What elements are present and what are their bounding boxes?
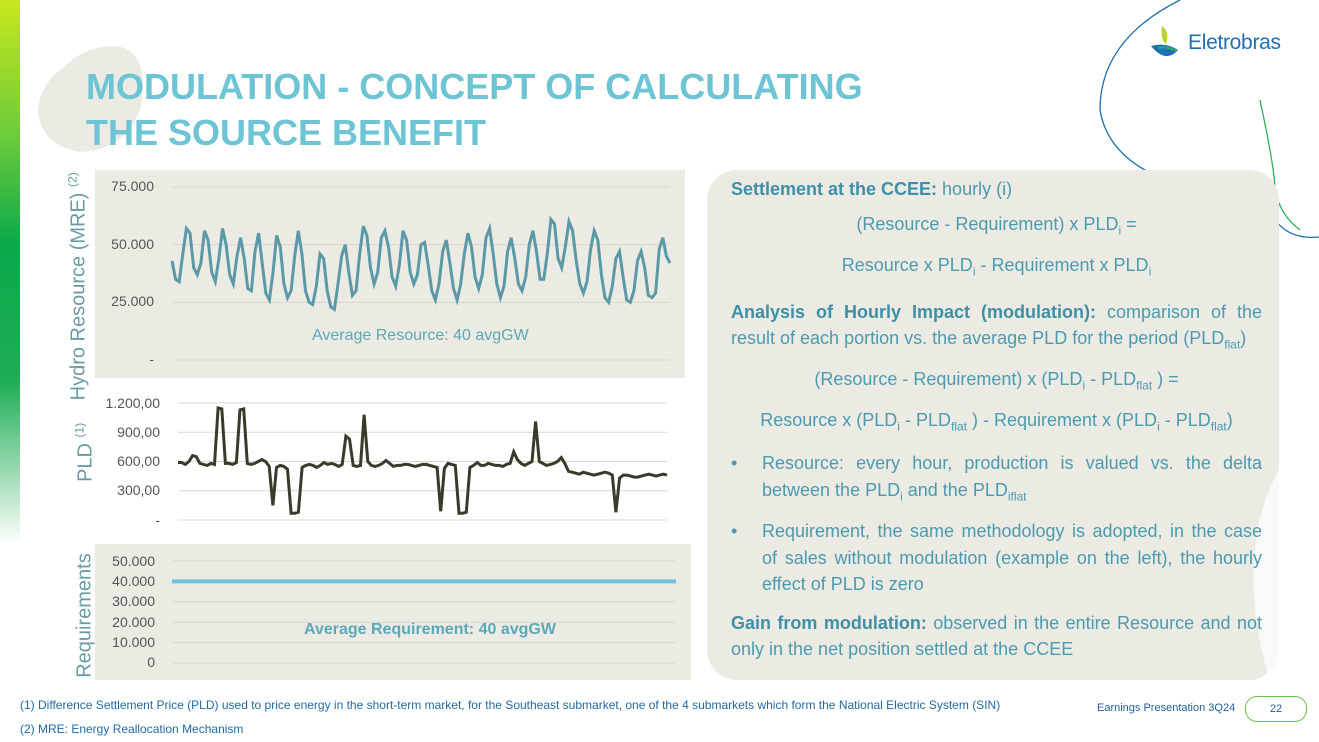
pld-tick: - (155, 512, 160, 528)
title-line-1: MODULATION - CONCEPT OF CALCULATING (86, 66, 863, 107)
decorative-arc (1253, 452, 1300, 674)
requirements-tick: 30.000 (112, 593, 155, 609)
requirements-tick: 10.000 (112, 634, 155, 650)
eletrobras-logo: Eletrobras (1148, 24, 1281, 62)
page-number: 22 (1245, 696, 1307, 722)
pld-tick: 300,00 (117, 482, 160, 498)
bullet-resource: Resource: every hour, production is valu… (731, 450, 1262, 510)
title-line-2: THE SOURCE BENEFIT (86, 112, 487, 153)
logo-text: Eletrobras (1188, 31, 1281, 54)
left-accent-bar (0, 0, 20, 545)
equation-4: Resource x (PLDi - PLDflat ) - Requireme… (760, 410, 1233, 434)
bullet-list: Resource: every hour, production is valu… (731, 450, 1262, 597)
bullet-requirement: Requirement, the same methodology is ado… (731, 518, 1262, 598)
slide-title: MODULATION - CONCEPT OF CALCULATING THE … (86, 64, 863, 156)
requirements-tick: 0 (147, 654, 155, 670)
equation-3: (Resource - Requirement) x (PLDi - PLDfl… (814, 369, 1179, 393)
gain-paragraph: Gain from modulation: observed in the en… (731, 612, 1262, 660)
pld-series-line (178, 405, 668, 515)
hydro-tick: 50.000 (111, 236, 154, 252)
leaf-logo-icon (1151, 26, 1178, 57)
requirements-chart-panel (95, 544, 691, 680)
settlement-paragraph: Settlement at the CCEE: hourly (i) (731, 179, 1013, 199)
requirements-tick: 50.000 (112, 553, 155, 569)
analysis-paragraph: Analysis of Hourly Impact (modulation): … (731, 301, 1262, 352)
requirements-tick: 20.000 (112, 614, 155, 630)
equation-2: Resource x PLDi - Requirement x PLDi (841, 254, 1152, 279)
hydro-tick: - (149, 351, 154, 367)
hydro-series-line (170, 215, 672, 312)
pld-tick: 900,00 (117, 424, 160, 440)
hydro-tick: 25.000 (111, 293, 154, 309)
average-requirement-annotation: Average Requirement: 40 avgGW (304, 621, 556, 638)
average-resource-annotation: Average Resource: 40 avgGW (312, 327, 529, 344)
footnote-2: (2) MRE: Energy Reallocation Mechanism (20, 722, 244, 736)
equation-1: (Resource - Requirement) x PLDi = (856, 213, 1137, 238)
pld-tick: 600,00 (117, 453, 160, 469)
explanation-text: Settlement at the CCEE: hourly (i) (Reso… (731, 176, 1262, 663)
requirements-tick: 40.000 (112, 573, 155, 589)
footnote-1: (1) Difference Settlement Price (PLD) us… (20, 698, 1001, 712)
hydro-tick: 75.000 (111, 178, 154, 194)
footer-presentation-label: Earnings Presentation 3Q24 (1097, 702, 1236, 714)
pld-tick: 1.200,00 (105, 395, 161, 411)
